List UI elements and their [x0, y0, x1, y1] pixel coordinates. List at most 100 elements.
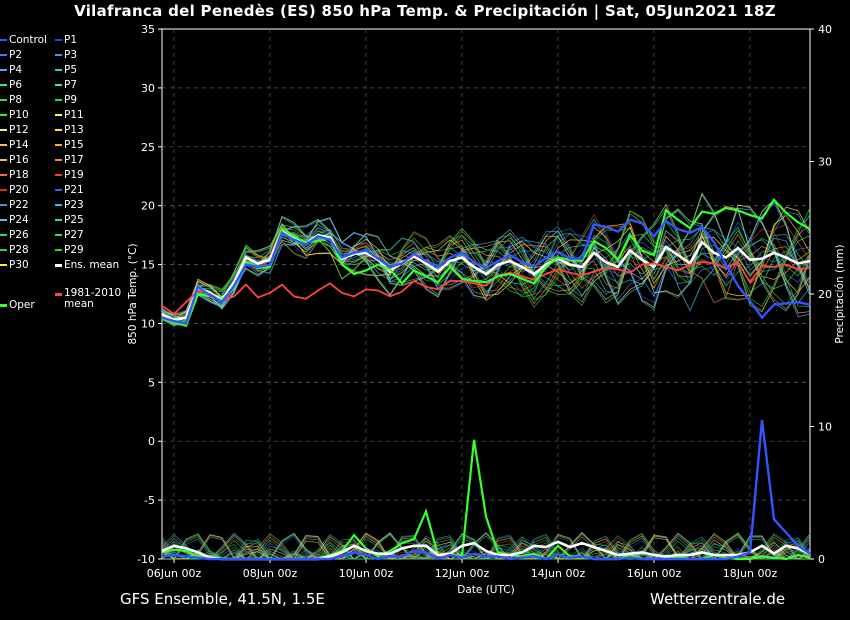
y2-tick-label: 10 — [818, 421, 832, 434]
y-tick-label: 30 — [141, 82, 155, 95]
legend-swatch — [0, 303, 7, 307]
legend-label: P22 — [9, 199, 29, 211]
legend-swatch — [0, 129, 7, 131]
x-tick-label: 12Jun 00z — [435, 567, 490, 580]
legend-item: P20 — [0, 184, 29, 197]
legend-swatch — [0, 174, 7, 176]
legend-label: P19 — [64, 169, 84, 181]
legend-swatch — [55, 234, 62, 236]
legend-item: P29 — [55, 244, 84, 257]
legend-label: P17 — [64, 154, 84, 166]
x-tick-label: 08Jun 00z — [243, 567, 298, 580]
legend-swatch — [0, 249, 7, 251]
y-tick-label: 25 — [141, 141, 155, 154]
legend-item: P14 — [0, 139, 29, 152]
legend-label: P1 — [64, 34, 78, 46]
y2-tick-label: 0 — [818, 553, 825, 566]
legend-swatch — [55, 249, 62, 251]
ensemble-member-line — [161, 208, 811, 320]
legend-swatch — [55, 144, 62, 146]
legend-item: P11 — [55, 109, 84, 122]
y-tick-label: 5 — [148, 376, 155, 389]
legend-label: 1981-2010 mean — [64, 287, 122, 310]
legend-swatch — [55, 159, 62, 161]
legend-label: P9 — [64, 94, 78, 106]
legend-item: P17 — [55, 154, 84, 167]
y-tick-label: 15 — [141, 259, 155, 272]
x-axis-label: Date (UTC) — [457, 584, 514, 596]
legend-label: P15 — [64, 139, 84, 151]
legend-item: P10 — [0, 109, 29, 122]
legend-item: P8 — [0, 94, 22, 107]
control-temp-line — [161, 218, 811, 325]
legend-item: 1981-2010 mean — [55, 288, 134, 310]
legend-item: P30 — [0, 259, 29, 272]
legend-swatch — [0, 234, 7, 236]
y-tick-label: 10 — [141, 317, 155, 330]
legend-label: P29 — [64, 244, 84, 256]
y2-tick-label: 30 — [818, 156, 832, 169]
legend-label: P16 — [9, 154, 29, 166]
legend-swatch — [55, 189, 62, 191]
legend-swatch — [0, 99, 7, 101]
legend-label: P20 — [9, 184, 29, 196]
legend-label: P7 — [64, 79, 78, 91]
legend-label: Oper — [9, 299, 35, 311]
legend-item: P18 — [0, 169, 29, 182]
plot-frame — [161, 28, 811, 560]
legend-label: P28 — [9, 244, 29, 256]
legend-label: P11 — [64, 109, 84, 121]
legend-item: P12 — [0, 124, 29, 137]
legend-label: P24 — [9, 214, 29, 226]
legend-item: P25 — [55, 214, 84, 227]
legend-swatch — [0, 114, 7, 116]
legend-label: P25 — [64, 214, 84, 226]
legend-swatch — [0, 39, 7, 41]
legend-swatch — [0, 69, 7, 71]
legend-item: P4 — [0, 64, 22, 77]
legend-swatch — [0, 189, 7, 191]
legend-swatch — [55, 129, 62, 131]
legend-item: P27 — [55, 229, 84, 242]
legend-label: P2 — [9, 49, 23, 61]
control-precip-line — [161, 419, 811, 561]
legend-swatch — [55, 292, 62, 296]
legend-item: Ens. mean — [55, 259, 119, 272]
legend-swatch — [0, 144, 7, 146]
legend-item: P26 — [0, 229, 29, 242]
y-axis-label: 850 hPa Temp. (°C) — [127, 243, 139, 344]
x-tick-label: 10Jun 00z — [339, 567, 394, 580]
legend-swatch — [55, 174, 62, 176]
y2-tick-label: 40 — [818, 23, 832, 36]
legend-swatch — [55, 263, 62, 267]
y-tick-label: -5 — [144, 494, 155, 507]
legend-item: P28 — [0, 244, 29, 257]
legend-swatch — [55, 39, 62, 41]
legend-label: Ens. mean — [64, 259, 120, 271]
y-tick-label: -10 — [137, 553, 155, 566]
y2-axis-label: Precipitación (mm) — [834, 244, 846, 343]
legend-swatch — [55, 114, 62, 116]
source-label: Wetterzentrale.de — [650, 590, 786, 608]
legend-item: P23 — [55, 199, 84, 212]
page-title: Vilafranca del Penedès (ES) 850 hPa Temp… — [74, 2, 776, 20]
legend-item: P7 — [55, 79, 77, 92]
legend-item: P2 — [0, 49, 22, 62]
legend-label: P12 — [9, 124, 29, 136]
model-label: GFS Ensemble, 41.5N, 1.5E — [120, 590, 325, 608]
y-tick-label: 0 — [148, 435, 155, 448]
legend-label: P5 — [64, 64, 78, 76]
legend-label: P3 — [64, 49, 78, 61]
legend-swatch — [55, 84, 62, 86]
legend-label: Control — [9, 34, 47, 46]
legend-label: P27 — [64, 229, 84, 241]
legend-swatch — [55, 99, 62, 101]
legend-label: P4 — [9, 64, 23, 76]
legend-item: Control — [0, 34, 47, 47]
legend-swatch — [0, 219, 7, 221]
legend-label: P26 — [9, 229, 29, 241]
legend-label: P14 — [9, 139, 29, 151]
legend-swatch — [0, 204, 7, 206]
legend-swatch — [0, 159, 7, 161]
